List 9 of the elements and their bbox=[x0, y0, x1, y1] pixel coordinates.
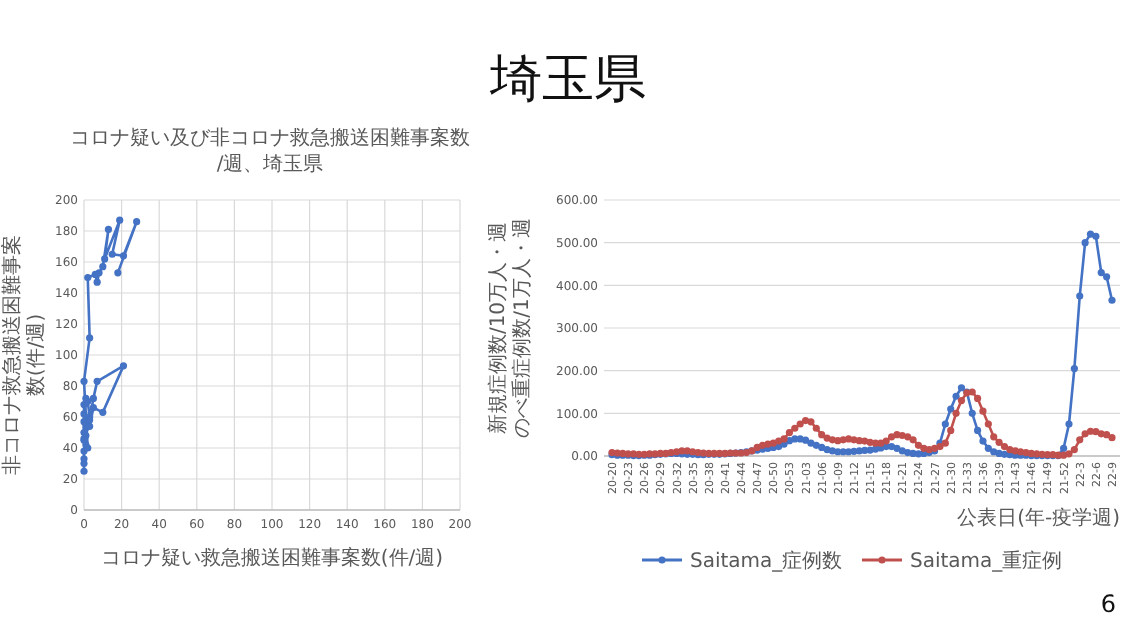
x-axis-title: 公表日(年-疫学週) bbox=[957, 506, 1121, 530]
legend-label: Saitama_症例数 bbox=[690, 549, 843, 573]
y-axis-title: 新規症例数/10万人・週のべ重症例数/1万人・週 bbox=[486, 218, 534, 438]
text: 6 bbox=[1100, 590, 1116, 618]
x-axis-title: コロナ疑い救急搬送困難事案数(件/週) bbox=[100, 546, 444, 570]
chart-title: コロナ疑い及び非コロナ救急搬送困難事案数/週、埼玉県 bbox=[70, 126, 470, 176]
text: 埼玉県 bbox=[488, 50, 646, 110]
y-axis-title: 非コロナ救急搬送困難事案数(件/週) bbox=[0, 235, 48, 475]
legend-label: Saitama_重症例 bbox=[910, 549, 1063, 573]
